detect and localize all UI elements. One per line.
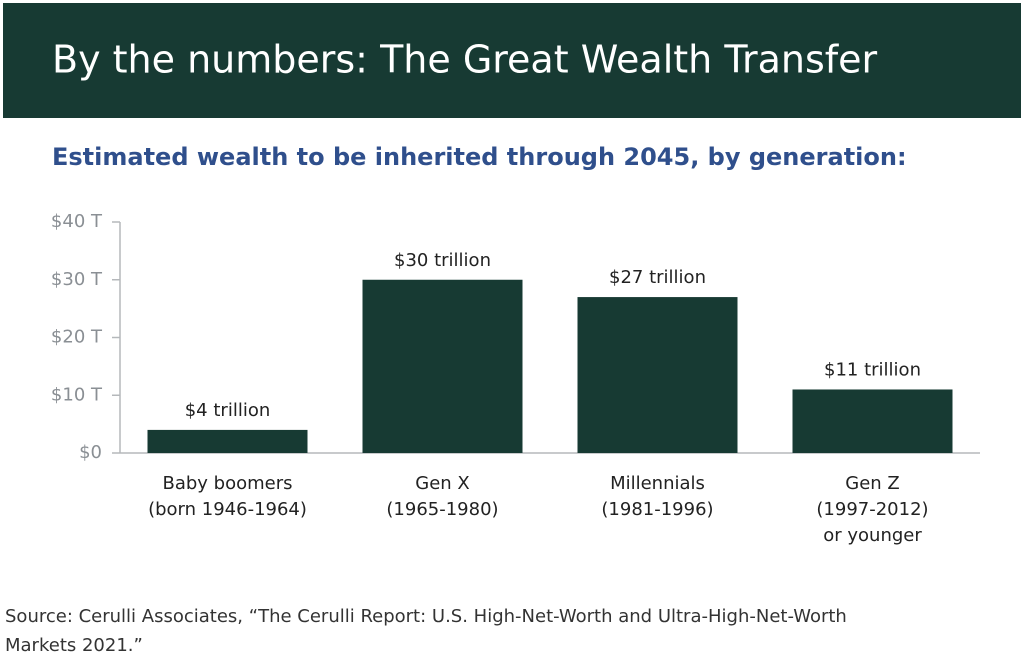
bar <box>792 389 953 453</box>
header-band <box>3 3 1021 118</box>
bar <box>362 279 523 453</box>
y-tick-label: $40 T <box>51 211 103 232</box>
chart-title: By the numbers: The Great Wealth Transfe… <box>52 38 878 82</box>
value-label: $11 trillion <box>824 359 921 380</box>
x-tick-label: or younger <box>823 525 922 546</box>
x-tick-label: (1997-2012) <box>816 499 928 520</box>
y-tick-label: $0 <box>79 442 102 463</box>
bar <box>577 297 738 453</box>
y-tick-label: $10 T <box>51 384 103 405</box>
x-tick-label: Baby boomers <box>162 473 292 494</box>
chart-subtitle: Estimated wealth to be inherited through… <box>52 143 907 171</box>
source-line: Markets 2021.” <box>5 635 143 656</box>
y-tick-label: $30 T <box>51 269 103 290</box>
x-tick-label: (1965-1980) <box>386 499 498 520</box>
value-label: $30 trillion <box>394 250 491 271</box>
source-line: Source: Cerulli Associates, “The Cerulli… <box>5 606 847 627</box>
y-tick-label: $20 T <box>51 327 103 348</box>
x-tick-label: (1981-1996) <box>601 499 713 520</box>
value-label: $4 trillion <box>185 400 271 421</box>
x-tick-label: Millennials <box>610 473 705 494</box>
bar <box>147 429 308 453</box>
value-label: $27 trillion <box>609 267 706 288</box>
x-tick-label: Gen X <box>415 473 469 494</box>
x-tick-label: Gen Z <box>845 473 899 494</box>
x-tick-label: (born 1946-1964) <box>148 499 307 520</box>
